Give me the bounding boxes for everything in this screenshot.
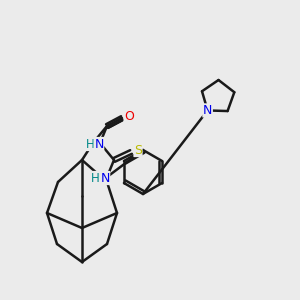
Text: H: H bbox=[91, 172, 99, 184]
Text: S: S bbox=[134, 143, 142, 157]
Text: O: O bbox=[124, 110, 134, 124]
Text: N: N bbox=[100, 172, 110, 184]
Text: N: N bbox=[203, 104, 212, 117]
Text: N: N bbox=[94, 137, 104, 151]
Text: H: H bbox=[85, 137, 94, 151]
